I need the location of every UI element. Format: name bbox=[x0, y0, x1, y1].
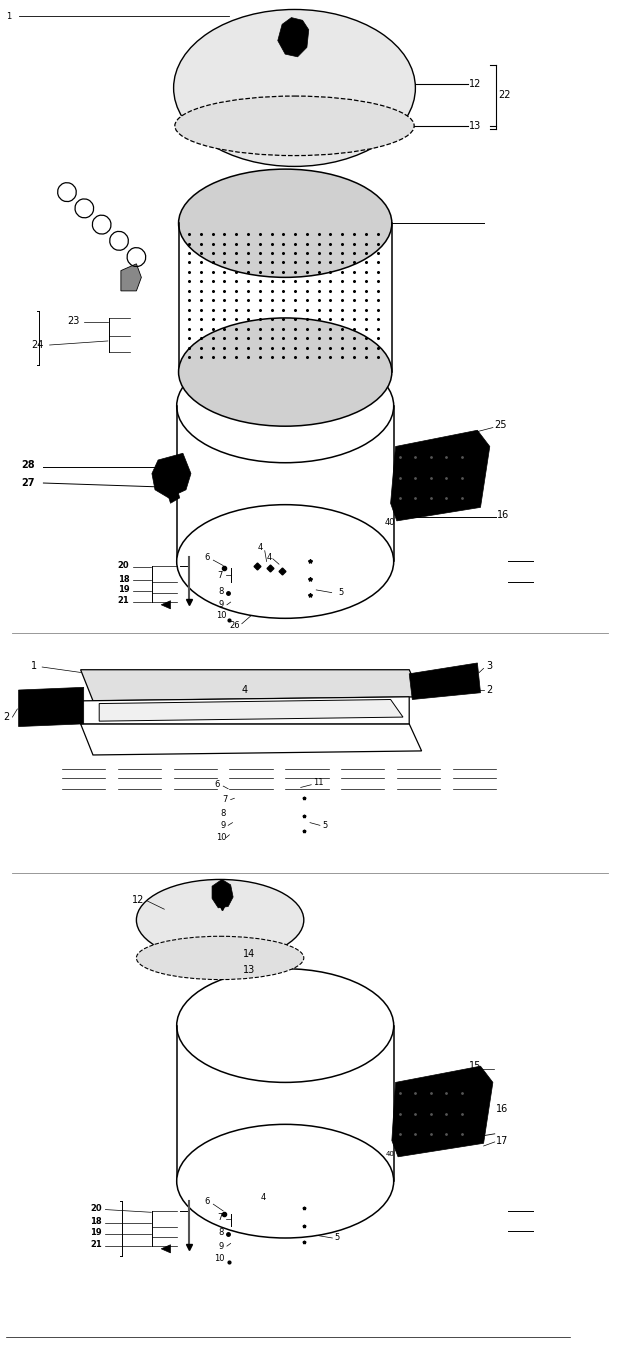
Polygon shape bbox=[161, 1245, 171, 1253]
Text: 1: 1 bbox=[6, 12, 11, 20]
Ellipse shape bbox=[177, 969, 394, 1082]
Text: 18: 18 bbox=[90, 1218, 102, 1226]
Text: 7: 7 bbox=[222, 796, 228, 804]
Text: 9: 9 bbox=[218, 1242, 223, 1250]
Ellipse shape bbox=[175, 96, 414, 156]
Ellipse shape bbox=[174, 9, 415, 166]
Text: 6: 6 bbox=[214, 781, 219, 789]
Ellipse shape bbox=[177, 505, 394, 618]
Text: 7: 7 bbox=[217, 571, 223, 579]
Ellipse shape bbox=[136, 879, 304, 961]
Text: 19: 19 bbox=[90, 1229, 102, 1237]
Text: 26: 26 bbox=[229, 621, 240, 629]
Polygon shape bbox=[212, 879, 233, 908]
Text: 2: 2 bbox=[487, 685, 493, 695]
Text: 40: 40 bbox=[386, 1151, 394, 1157]
Text: 6: 6 bbox=[205, 553, 210, 561]
Text: 12: 12 bbox=[469, 78, 482, 89]
Text: 5: 5 bbox=[335, 1234, 340, 1242]
Text: 3: 3 bbox=[487, 660, 493, 671]
Text: 13: 13 bbox=[243, 965, 255, 976]
Text: 18: 18 bbox=[118, 575, 130, 583]
Polygon shape bbox=[121, 264, 141, 291]
Polygon shape bbox=[161, 601, 171, 609]
Text: 4: 4 bbox=[257, 544, 262, 552]
Text: 21: 21 bbox=[118, 597, 130, 605]
Ellipse shape bbox=[177, 1124, 394, 1238]
Text: 19: 19 bbox=[118, 586, 130, 594]
Text: 12: 12 bbox=[132, 894, 144, 905]
Text: 22: 22 bbox=[498, 89, 510, 100]
Text: 27: 27 bbox=[22, 478, 35, 488]
Polygon shape bbox=[81, 670, 422, 701]
Text: 4: 4 bbox=[242, 685, 248, 695]
Text: 4: 4 bbox=[260, 1193, 265, 1201]
Ellipse shape bbox=[179, 318, 392, 426]
Text: 6: 6 bbox=[205, 1197, 210, 1206]
Text: 24: 24 bbox=[31, 340, 43, 350]
Text: 16: 16 bbox=[497, 510, 510, 521]
Text: 20: 20 bbox=[118, 561, 130, 570]
Polygon shape bbox=[392, 1066, 493, 1157]
Text: 7: 7 bbox=[217, 1214, 223, 1222]
Text: 17: 17 bbox=[496, 1135, 508, 1146]
Polygon shape bbox=[81, 724, 422, 755]
Text: 21: 21 bbox=[90, 1241, 102, 1249]
Text: 1: 1 bbox=[31, 660, 37, 671]
Text: 8: 8 bbox=[220, 809, 226, 817]
Text: 8: 8 bbox=[218, 1229, 224, 1237]
Text: 11: 11 bbox=[313, 778, 324, 786]
Text: 10: 10 bbox=[216, 833, 226, 842]
Polygon shape bbox=[152, 453, 191, 498]
Text: 5: 5 bbox=[338, 589, 343, 597]
Text: 23: 23 bbox=[67, 315, 79, 326]
Polygon shape bbox=[166, 487, 180, 503]
Text: 4: 4 bbox=[267, 553, 272, 561]
Polygon shape bbox=[409, 663, 481, 700]
Text: 5: 5 bbox=[322, 821, 327, 829]
Text: 9: 9 bbox=[218, 601, 223, 609]
Text: 25: 25 bbox=[494, 419, 507, 430]
Polygon shape bbox=[19, 687, 84, 727]
Text: 20: 20 bbox=[90, 1204, 102, 1212]
Ellipse shape bbox=[136, 936, 304, 980]
Ellipse shape bbox=[179, 169, 392, 277]
Polygon shape bbox=[278, 18, 309, 57]
Text: 13: 13 bbox=[469, 120, 482, 131]
Text: 8: 8 bbox=[218, 587, 224, 595]
Polygon shape bbox=[391, 430, 490, 521]
Text: 14: 14 bbox=[243, 948, 255, 959]
Text: 15: 15 bbox=[469, 1061, 481, 1072]
Polygon shape bbox=[99, 700, 403, 721]
Polygon shape bbox=[81, 697, 409, 724]
Text: 16: 16 bbox=[496, 1104, 508, 1115]
Text: 40: 40 bbox=[384, 518, 395, 526]
Ellipse shape bbox=[177, 349, 394, 463]
Text: eReplacementParts.com: eReplacementParts.com bbox=[250, 685, 370, 695]
Text: 10: 10 bbox=[215, 1254, 225, 1262]
Text: 28: 28 bbox=[22, 460, 35, 471]
Text: 2: 2 bbox=[3, 712, 9, 723]
Text: 10: 10 bbox=[216, 612, 226, 620]
Text: 9: 9 bbox=[220, 821, 225, 829]
